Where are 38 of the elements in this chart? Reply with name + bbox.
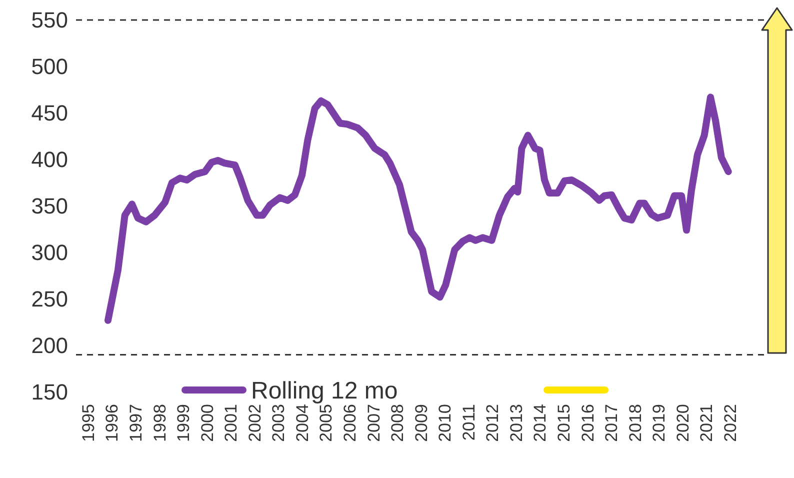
x-tick-label: 2008 — [388, 404, 408, 442]
y-tick-label: 450 — [31, 100, 68, 126]
x-tick-label: 1995 — [78, 404, 98, 442]
x-tick-label: 2003 — [269, 404, 288, 442]
y-tick-label: 150 — [31, 380, 68, 405]
legend-label: Rolling 12 mo — [251, 377, 398, 404]
y-tick-label: 550 — [31, 8, 68, 33]
x-tick-label: 2007 — [364, 404, 384, 442]
x-tick-label: 2009 — [412, 404, 431, 442]
x-tick-label: 2002 — [245, 404, 264, 442]
x-tick-label: 2017 — [602, 404, 622, 442]
x-tick-label: 2020 — [673, 404, 692, 442]
x-tick-label: 2005 — [316, 404, 336, 442]
x-tick-label: 2022 — [720, 404, 740, 442]
x-tick-label: 2021 — [697, 404, 716, 442]
x-tick-label: 1999 — [174, 404, 194, 442]
x-tick-label: 2015 — [554, 404, 574, 442]
x-tick-label: 2019 — [650, 404, 669, 442]
x-tick-label: 1997 — [126, 404, 146, 442]
y-tick-label: 400 — [31, 147, 68, 172]
x-tick-label: 2013 — [506, 404, 526, 442]
x-tick-label: 2011 — [459, 404, 478, 441]
x-tick-label: 2004 — [292, 404, 312, 442]
y-tick-label: 200 — [31, 333, 68, 358]
y-tick-label: 350 — [31, 194, 68, 219]
x-tick-label: 2016 — [578, 404, 598, 442]
y-tick-label: 300 — [31, 240, 68, 266]
y-tick-label: 500 — [31, 54, 68, 80]
x-tick-label: 2001 — [222, 404, 241, 442]
x-tick-label: 2000 — [198, 404, 217, 442]
x-tick-label: 2014 — [530, 404, 550, 442]
x-tick-label: 1998 — [150, 404, 170, 442]
x-tick-label: 1996 — [102, 404, 122, 442]
y-tick-label: 250 — [31, 286, 68, 312]
x-tick-label: 2010 — [436, 404, 455, 442]
x-tick-label: 2018 — [626, 404, 645, 442]
x-tick-label: 2006 — [340, 404, 360, 442]
x-tick-label: 2012 — [483, 404, 502, 442]
